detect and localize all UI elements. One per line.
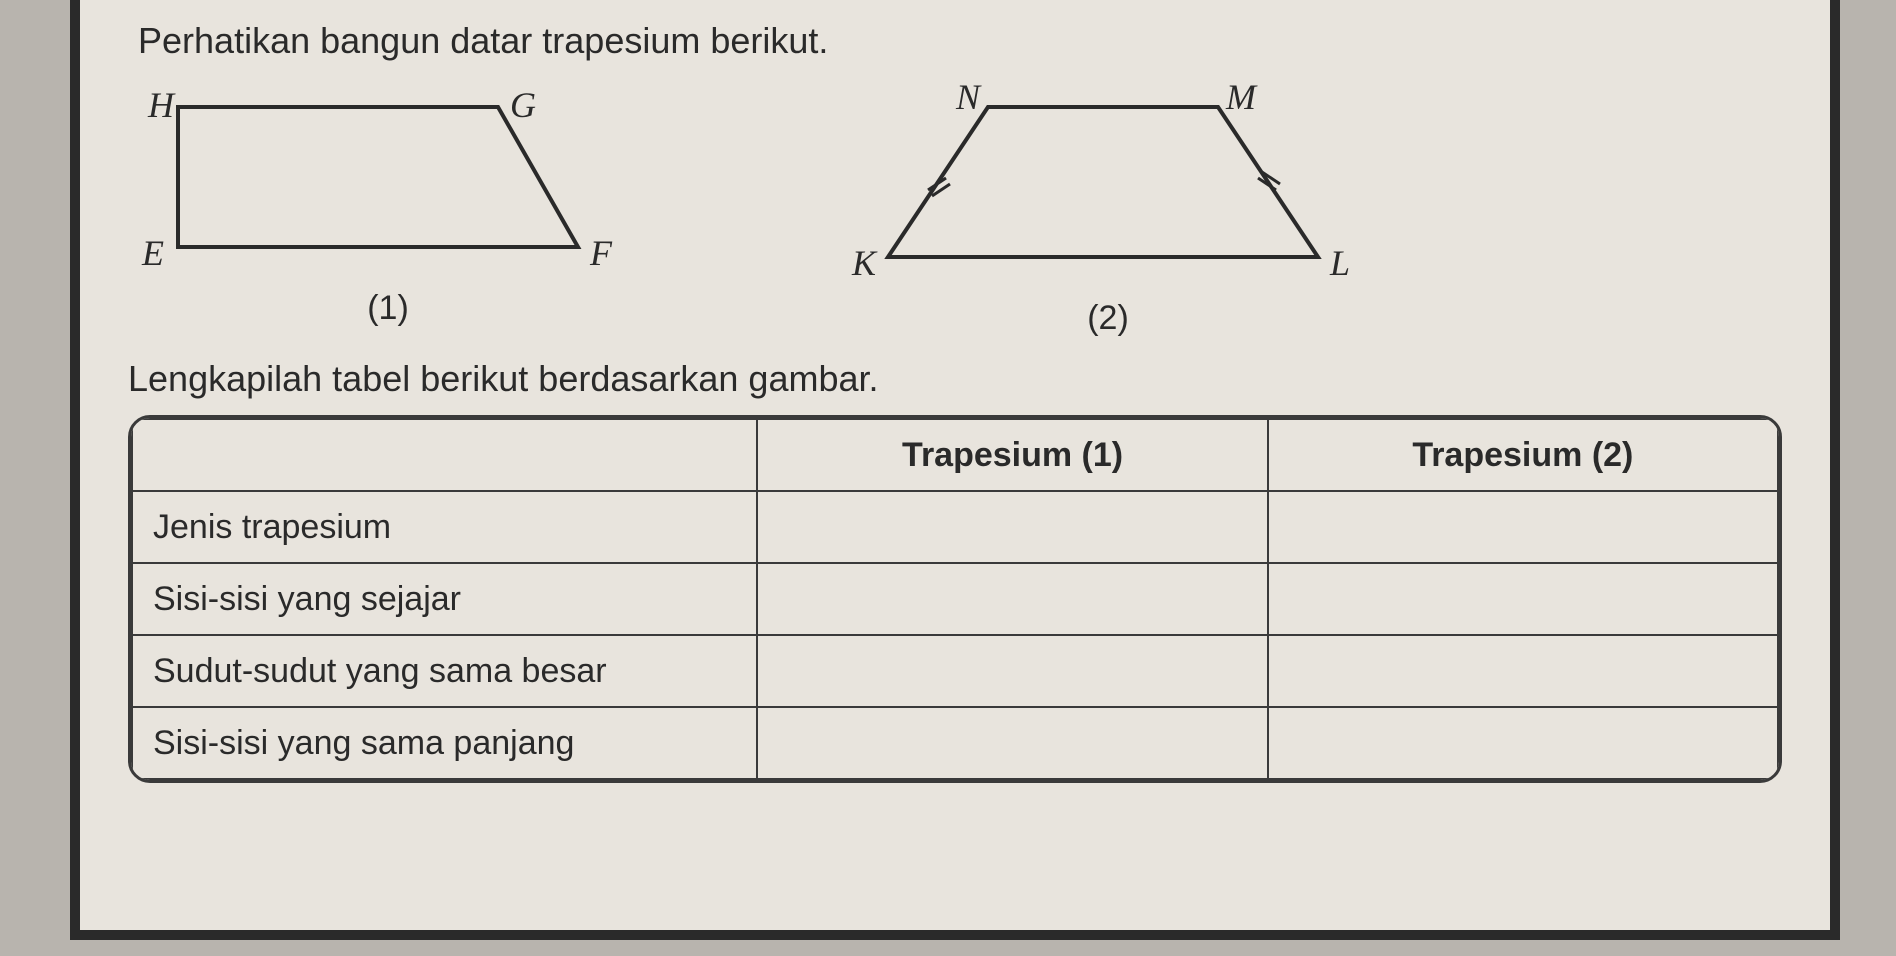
figure-2: N M K L (2) bbox=[838, 77, 1378, 338]
trapezoid-1-shape bbox=[178, 107, 578, 247]
row-label: Sisi-sisi yang sejajar bbox=[132, 563, 757, 635]
vertex-K: K bbox=[851, 243, 878, 283]
header-blank bbox=[132, 419, 757, 491]
worksheet-table: Trapesium (1) Trapesium (2) Jenis trapes… bbox=[131, 418, 1779, 780]
trapezoid-2-svg: N M K L bbox=[838, 77, 1378, 297]
figure-1: H G E F (1) bbox=[138, 77, 638, 328]
vertex-G: G bbox=[510, 85, 536, 125]
trapezoid-1-svg: H G E F bbox=[138, 77, 638, 287]
header-trapesium-1: Trapesium (1) bbox=[757, 419, 1267, 491]
row-label: Sudut-sudut yang sama besar bbox=[132, 635, 757, 707]
figures-row: H G E F (1) N bbox=[138, 77, 1790, 338]
cell bbox=[1268, 635, 1778, 707]
cell bbox=[757, 563, 1267, 635]
sub-text: Lengkapilah tabel berikut berdasarkan ga… bbox=[128, 358, 1790, 400]
cell bbox=[757, 491, 1267, 563]
table-row: Jenis trapesium bbox=[132, 491, 1778, 563]
vertex-M: M bbox=[1225, 77, 1258, 117]
row-label: Sisi-sisi yang sama panjang bbox=[132, 707, 757, 779]
cell bbox=[1268, 707, 1778, 779]
table-row: Sisi-sisi yang sama panjang bbox=[132, 707, 1778, 779]
table-header-row: Trapesium (1) Trapesium (2) bbox=[132, 419, 1778, 491]
vertex-L: L bbox=[1329, 243, 1350, 283]
worksheet-frame: Perhatikan bangun datar trapesium beriku… bbox=[70, 0, 1840, 940]
table-row: Sudut-sudut yang sama besar bbox=[132, 635, 1778, 707]
vertex-H: H bbox=[147, 85, 176, 125]
cell bbox=[1268, 563, 1778, 635]
row-label: Jenis trapesium bbox=[132, 491, 757, 563]
vertex-F: F bbox=[589, 233, 613, 273]
trapezoid-2-shape bbox=[888, 107, 1318, 257]
vertex-E: E bbox=[141, 233, 164, 273]
figure-1-caption: (1) bbox=[367, 289, 409, 328]
header-trapesium-2: Trapesium (2) bbox=[1268, 419, 1778, 491]
vertex-N: N bbox=[955, 77, 982, 117]
intro-text: Perhatikan bangun datar trapesium beriku… bbox=[138, 20, 1790, 62]
cell bbox=[757, 707, 1267, 779]
table-row: Sisi-sisi yang sejajar bbox=[132, 563, 1778, 635]
worksheet-table-wrap: Trapesium (1) Trapesium (2) Jenis trapes… bbox=[128, 415, 1782, 783]
cell bbox=[757, 635, 1267, 707]
figure-2-caption: (2) bbox=[1087, 299, 1129, 338]
cell bbox=[1268, 491, 1778, 563]
